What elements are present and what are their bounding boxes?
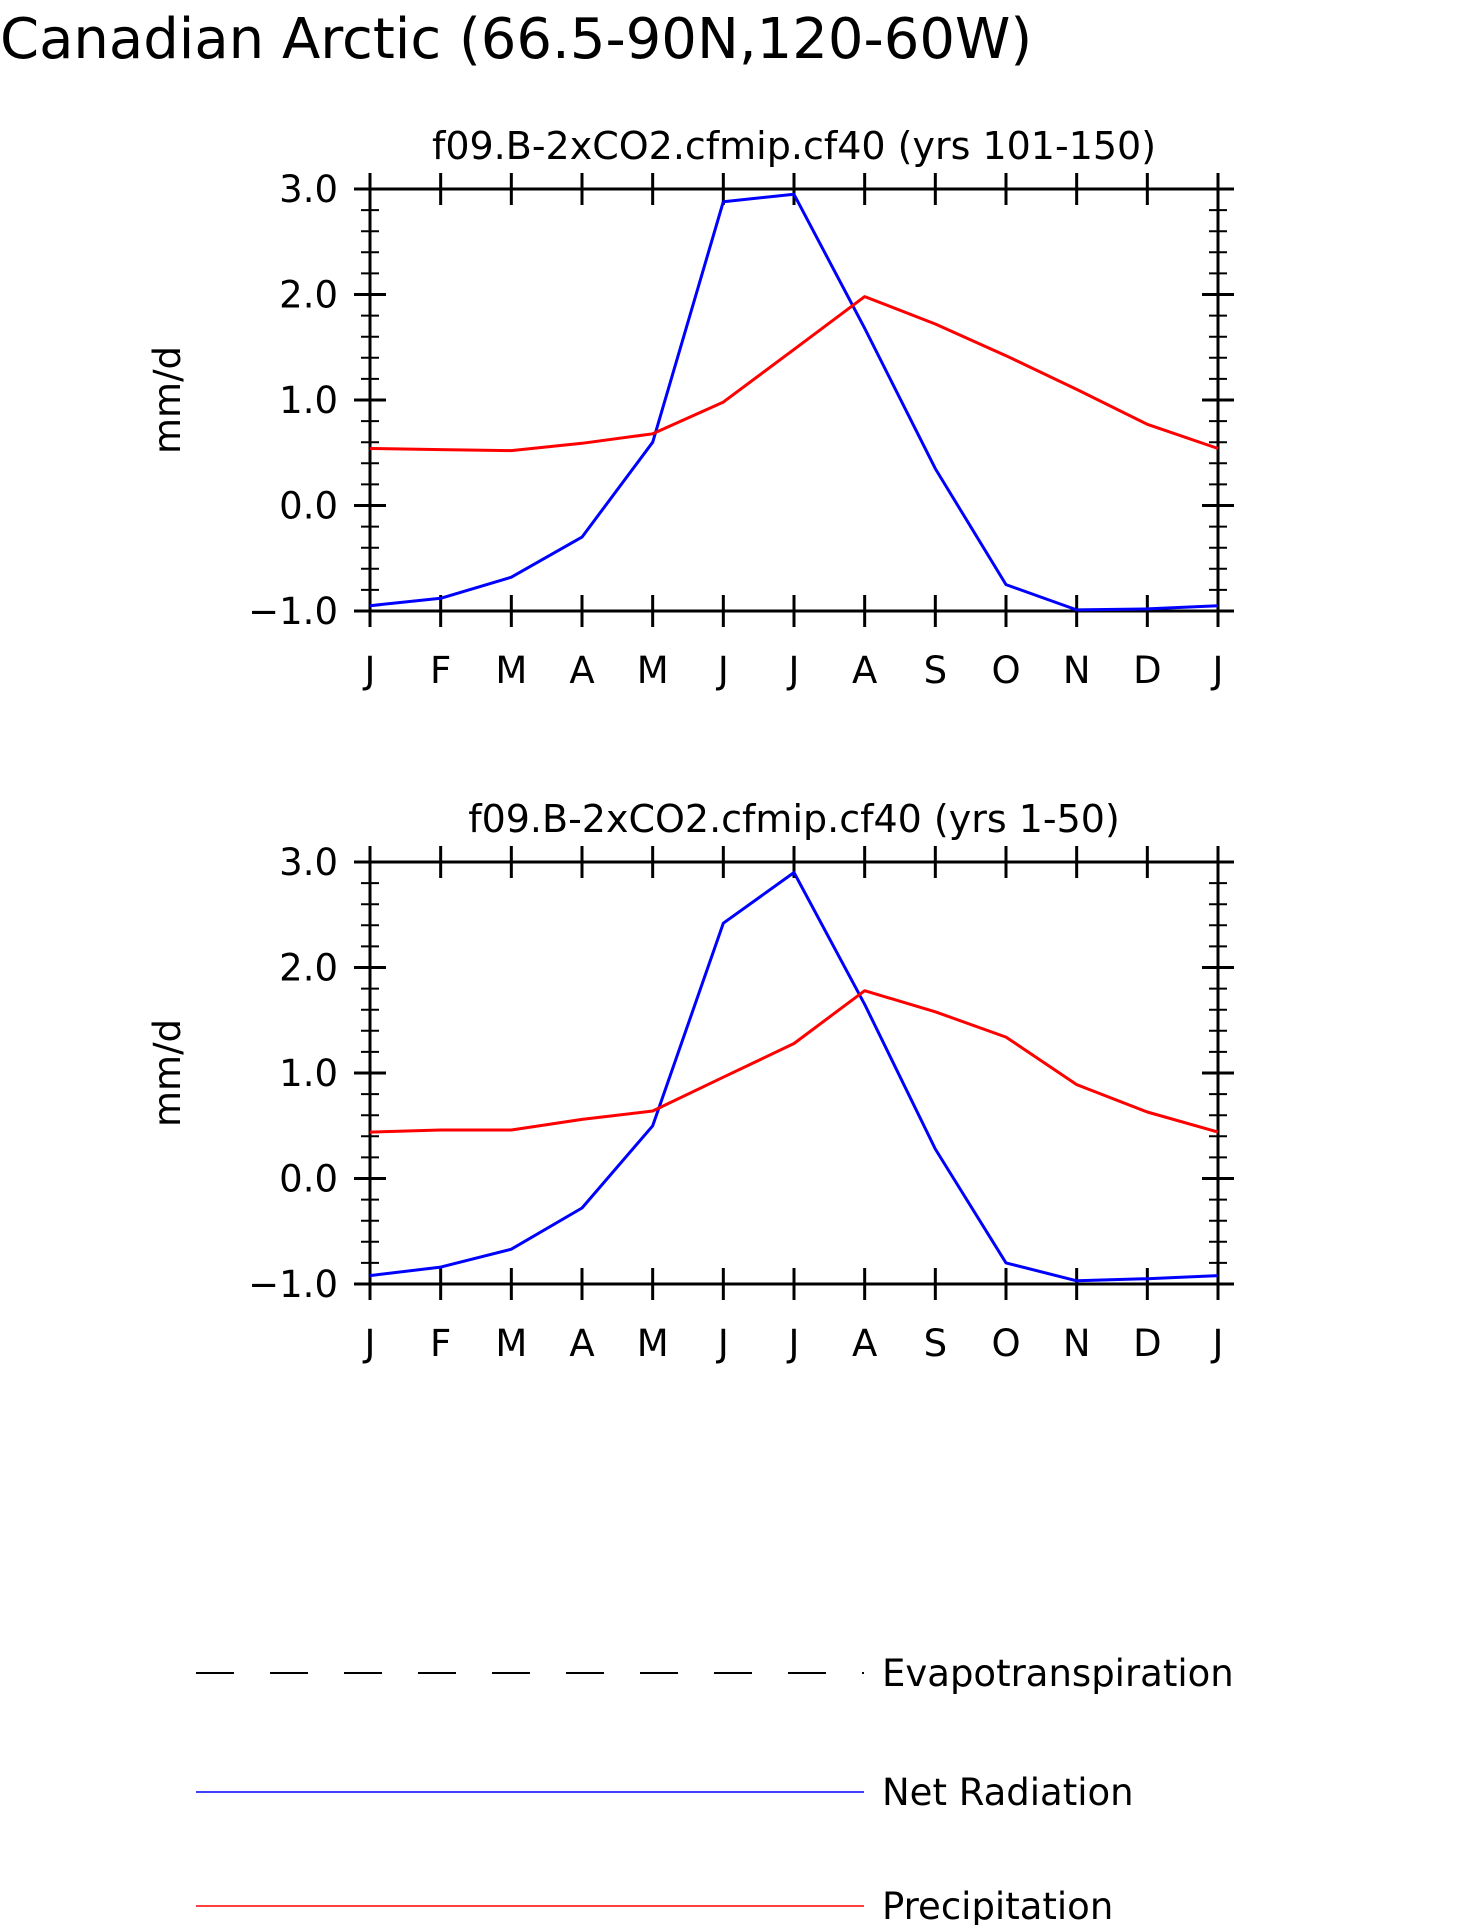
y-tick-label: 0.0 [279,1158,338,1201]
panel-title: f09.B-2xCO2.cfmip.cf40 (yrs 1-50) [468,797,1120,841]
x-tick-label: J [363,1322,376,1365]
x-tick-label: A [569,649,594,692]
legend: Evapotranspiration Net Radiation Precipita… [196,1652,1234,1925]
x-tick-label: M [637,649,669,692]
series-line-net-radiation [369,192,1219,612]
x-tick-label: A [852,1322,877,1365]
legend-label: Precipitation [882,1885,1113,1925]
x-tick-label: S [924,649,948,692]
plot-frame [368,860,1220,1286]
x-tick-label: N [1063,649,1091,692]
y-tick-label: 1.0 [279,379,338,422]
x-tick-label: D [1133,1322,1162,1365]
x-tick-label: M [637,1322,669,1365]
x-tick-label: J [787,649,800,692]
y-tick-label: 1.0 [279,1052,338,1095]
legend-item-net-radiation: Net Radiation [196,1771,1134,1814]
legend-label: Evapotranspiration [882,1652,1234,1695]
chart-panels: f09.B-2xCO2.cfmip.cf40 (yrs 101-150) −1.0… [146,124,1234,1365]
x-tick-label: J [1211,649,1224,692]
x-tick-label: O [991,1322,1020,1365]
y-tick-label: 3.0 [279,168,338,211]
x-tick-label: A [569,1322,594,1365]
x-tick-label: O [991,649,1020,692]
x-tick-label: J [716,1322,729,1365]
y-tick-label: 3.0 [279,841,338,884]
y-tick-label: −1.0 [248,590,338,633]
y-tick-label: −1.0 [248,1263,338,1306]
legend-item-evapotranspiration: Evapotranspiration [196,1652,1234,1695]
y-axis-label: mm/d [146,346,189,454]
y-tick-label: 2.0 [279,274,338,317]
x-tick-label: J [787,1322,800,1365]
y-tick-label: 2.0 [279,947,338,990]
plot-frame [368,187,1220,613]
x-tick-label: J [716,649,729,692]
chart-panel-2: f09.B-2xCO2.cfmip.cf40 (yrs 1-50) −1.0 0.0… [146,797,1234,1365]
x-tick-label: S [924,1322,948,1365]
legend-item-precipitation: Precipitation [196,1885,1113,1925]
x-tick-label: F [430,649,451,692]
figure-title: Canadian Arctic (66.5-90N,120-60W) [0,7,1032,72]
x-tick-label: D [1133,649,1162,692]
x-tick-label: J [363,649,376,692]
y-tick-label: 0.0 [279,485,338,528]
series-line-net-radiation [369,871,1219,1283]
x-tick-label: F [430,1322,451,1365]
x-tick-label: A [852,649,877,692]
legend-label: Net Radiation [882,1771,1134,1814]
y-axis-label: mm/d [146,1019,189,1127]
chart-panel-1: f09.B-2xCO2.cfmip.cf40 (yrs 101-150) −1.0… [146,124,1234,692]
series-line-precipitation [369,989,1219,1134]
x-tick-label: J [1211,1322,1224,1365]
x-tick-label: M [495,649,527,692]
panel-title: f09.B-2xCO2.cfmip.cf40 (yrs 101-150) [432,124,1156,168]
x-tick-label: M [495,1322,527,1365]
series-line-precipitation [369,295,1219,453]
x-tick-label: N [1063,1322,1091,1365]
